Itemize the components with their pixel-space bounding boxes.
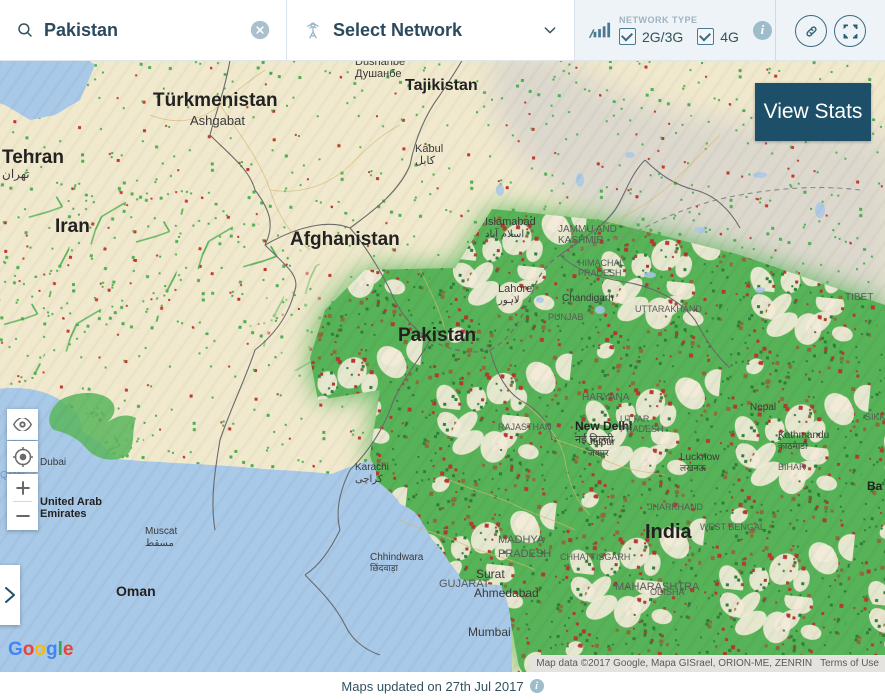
svg-text:Google: Google	[8, 639, 73, 660]
